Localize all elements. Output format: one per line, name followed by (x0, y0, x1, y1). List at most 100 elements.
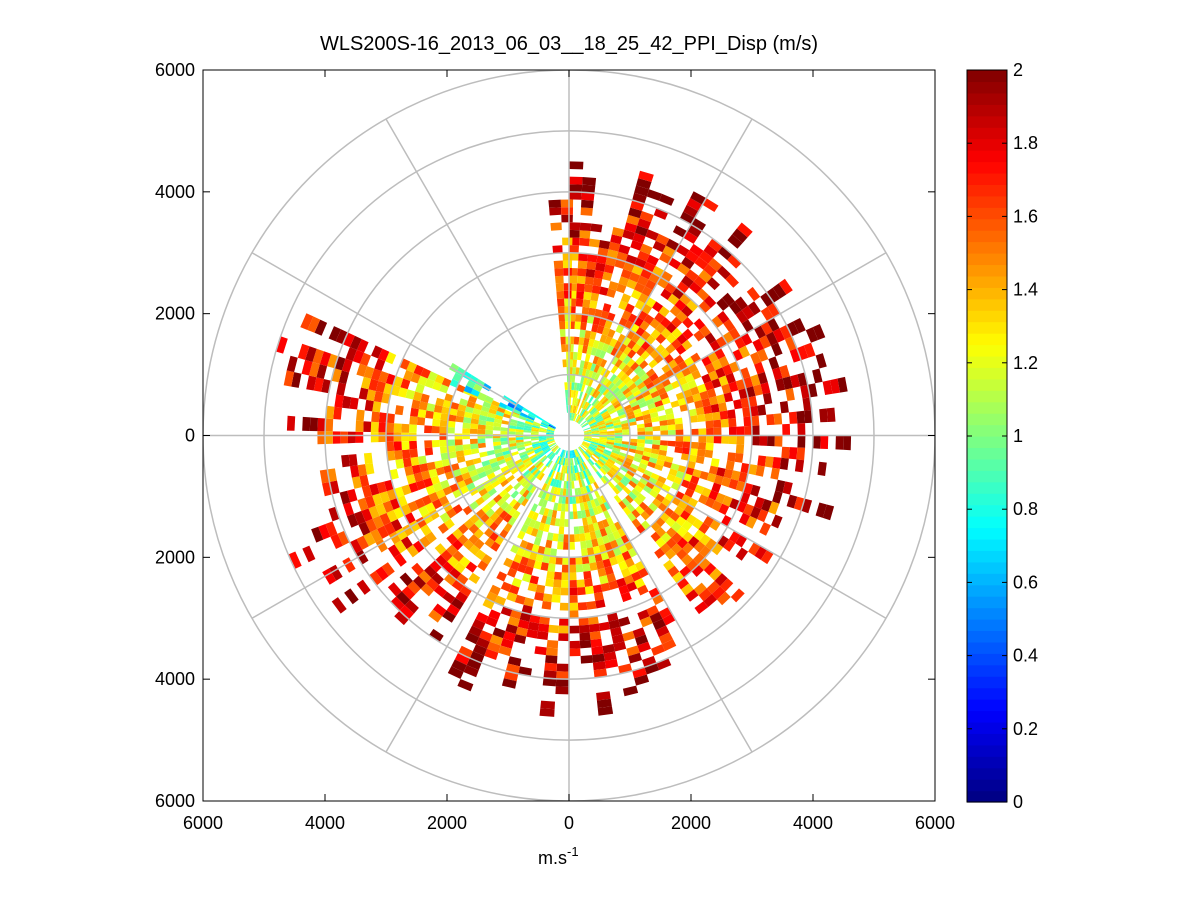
ppi-cell (682, 389, 693, 398)
ppi-cell (634, 412, 643, 418)
ppi-cell (627, 414, 636, 420)
ppi-cell (488, 408, 497, 415)
ppi-cell (499, 510, 508, 520)
grid-spoke (251, 252, 517, 406)
ppi-cell (569, 648, 581, 657)
ppi-cell (683, 435, 691, 442)
ppi-cell (622, 229, 635, 240)
ppi-cell (598, 317, 607, 327)
ppi-cell (559, 329, 566, 337)
ppi-cell (399, 572, 413, 587)
ppi-cell (523, 429, 532, 433)
ppi-cell (665, 548, 677, 560)
ppi-cell (644, 422, 653, 428)
ppi-cell (519, 453, 528, 459)
ppi-cell (585, 385, 591, 394)
ppi-cell (328, 564, 343, 581)
ppi-cell (643, 394, 653, 402)
colorbar-band (967, 207, 1007, 220)
ppi-cell (659, 607, 672, 619)
grid-spoke (621, 252, 887, 406)
ppi-cell (404, 466, 414, 476)
ppi-cell (660, 440, 668, 446)
ppi-cell (420, 524, 432, 536)
ppi-cell (636, 446, 645, 452)
ppi-cell (579, 640, 592, 649)
ppi-cell (584, 532, 592, 541)
ppi-cell (682, 531, 694, 543)
ppi-cell (466, 380, 476, 389)
colorbar-band (967, 104, 1007, 117)
ppi-cell (659, 193, 675, 206)
ppi-cell (528, 519, 537, 528)
colorbar-band (967, 676, 1007, 689)
ppi-cell (596, 505, 604, 514)
ppi-cell (628, 652, 642, 664)
ppi-cell (576, 472, 581, 481)
ppi-cell (451, 659, 467, 672)
ppi-cell (604, 390, 613, 398)
ppi-cell (728, 478, 739, 490)
ppi-cell (600, 310, 610, 320)
colorbar-ticks: 00.20.40.60.811.21.41.61.82 (967, 60, 1038, 812)
ppi-cell (522, 407, 531, 414)
ppi-cell (621, 422, 630, 428)
ppi-cell (588, 307, 596, 317)
ppi-cell (729, 301, 742, 315)
ppi-cell (409, 416, 418, 425)
ppi-cell (412, 540, 425, 553)
y-tick-label: 6000 (155, 60, 195, 80)
ppi-cell (671, 316, 683, 328)
ppi-cell (430, 475, 440, 485)
ppi-cell (599, 438, 607, 442)
ppi-cell (534, 591, 544, 601)
ppi-cell (498, 645, 512, 657)
ppi-cell (553, 487, 558, 496)
ppi-cell (612, 476, 620, 484)
ppi-cell (398, 387, 408, 398)
ppi-cell (588, 484, 594, 493)
ppi-cell (408, 520, 421, 533)
ppi-cell (569, 450, 572, 459)
ppi-cell (569, 602, 579, 611)
ppi-cell (655, 493, 665, 503)
ppi-cell (514, 594, 526, 605)
ppi-cell (341, 358, 353, 373)
ppi-cell (735, 444, 745, 454)
ppi-cell (685, 395, 695, 404)
ppi-cell (547, 440, 555, 445)
ppi-cell (325, 405, 335, 419)
ppi-cell (671, 327, 683, 339)
ppi-cell (355, 420, 364, 432)
grid-spoke (621, 465, 887, 619)
x-tick-label: 2000 (671, 813, 711, 833)
ppi-cell (582, 392, 588, 401)
ppi-cell (572, 465, 575, 474)
ppi-cell (717, 246, 733, 261)
ppi-cell (419, 536, 431, 548)
ppi-cell (656, 459, 665, 467)
ppi-cell (500, 581, 512, 592)
ppi-cell (634, 453, 643, 459)
ppi-cell (778, 278, 793, 295)
ppi-cell (614, 389, 623, 398)
ppi-cell (306, 375, 317, 391)
ppi-cell (347, 488, 358, 503)
ppi-cell (600, 494, 608, 504)
ppi-cell (576, 382, 581, 391)
ppi-cell (484, 395, 494, 403)
ppi-cell (452, 504, 463, 515)
ppi-cell (546, 437, 554, 440)
ppi-cell (643, 418, 652, 424)
ppi-cell (639, 320, 650, 331)
ppi-cell (579, 360, 585, 369)
ppi-cell (539, 428, 547, 432)
ppi-cell (794, 459, 805, 473)
ppi-cell (577, 510, 583, 519)
ppi-cell (541, 445, 549, 451)
ppi-cell (577, 275, 586, 284)
ppi-cell (596, 496, 604, 506)
ppi-cell (517, 619, 530, 630)
ppi-cell (448, 567, 461, 580)
